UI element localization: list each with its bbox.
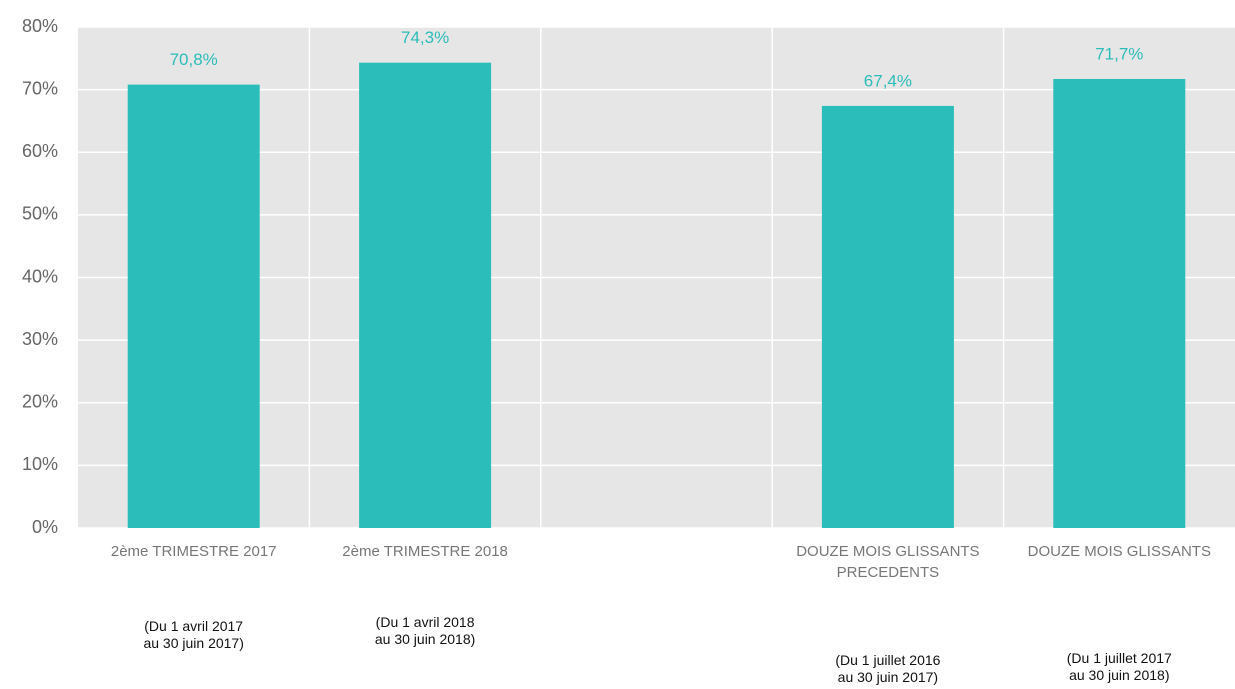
y-tick-label: 40%	[22, 266, 58, 286]
bar	[127, 84, 260, 529]
bar	[821, 105, 954, 528]
bar	[359, 62, 492, 528]
y-tick-label: 60%	[22, 141, 58, 161]
x-tick-label: DOUZE MOIS GLISSANTS	[1027, 543, 1211, 560]
value-label: 67,4%	[864, 71, 912, 90]
x-tick-label: DOUZE MOIS GLISSANTS PRECEDENTS	[796, 543, 980, 581]
y-tick-label: 0%	[32, 517, 58, 537]
bar	[1053, 78, 1186, 528]
note-line: (Du 1 avril 2017	[144, 618, 244, 634]
note-line: (Du 1 juillet 2016	[835, 652, 941, 668]
y-tick-label: 20%	[22, 392, 58, 412]
y-tick-label: 70%	[22, 78, 58, 98]
note-line: (Du 1 juillet 2017	[1066, 650, 1172, 666]
y-tick-label: 30%	[22, 329, 58, 349]
note-line: au 30 juin 2018)	[374, 631, 476, 647]
y-tick-label: 50%	[22, 204, 58, 224]
note-line: au 30 juin 2017)	[837, 669, 939, 685]
value-label: 74,3%	[401, 28, 449, 47]
y-tick-label: 10%	[22, 454, 58, 474]
x-tick-label: 2ème TRIMESTRE 2018	[342, 543, 508, 560]
y-tick-label: 80%	[22, 16, 58, 36]
value-label: 71,7%	[1095, 44, 1143, 63]
x-tick-label: 2ème TRIMESTRE 2017	[110, 543, 277, 560]
value-label: 70,8%	[170, 50, 218, 69]
note-line: au 30 juin 2017)	[143, 635, 244, 651]
note-line: au 30 juin 2018)	[1069, 667, 1170, 683]
note-line: (Du 1 avril 2018	[375, 614, 475, 630]
